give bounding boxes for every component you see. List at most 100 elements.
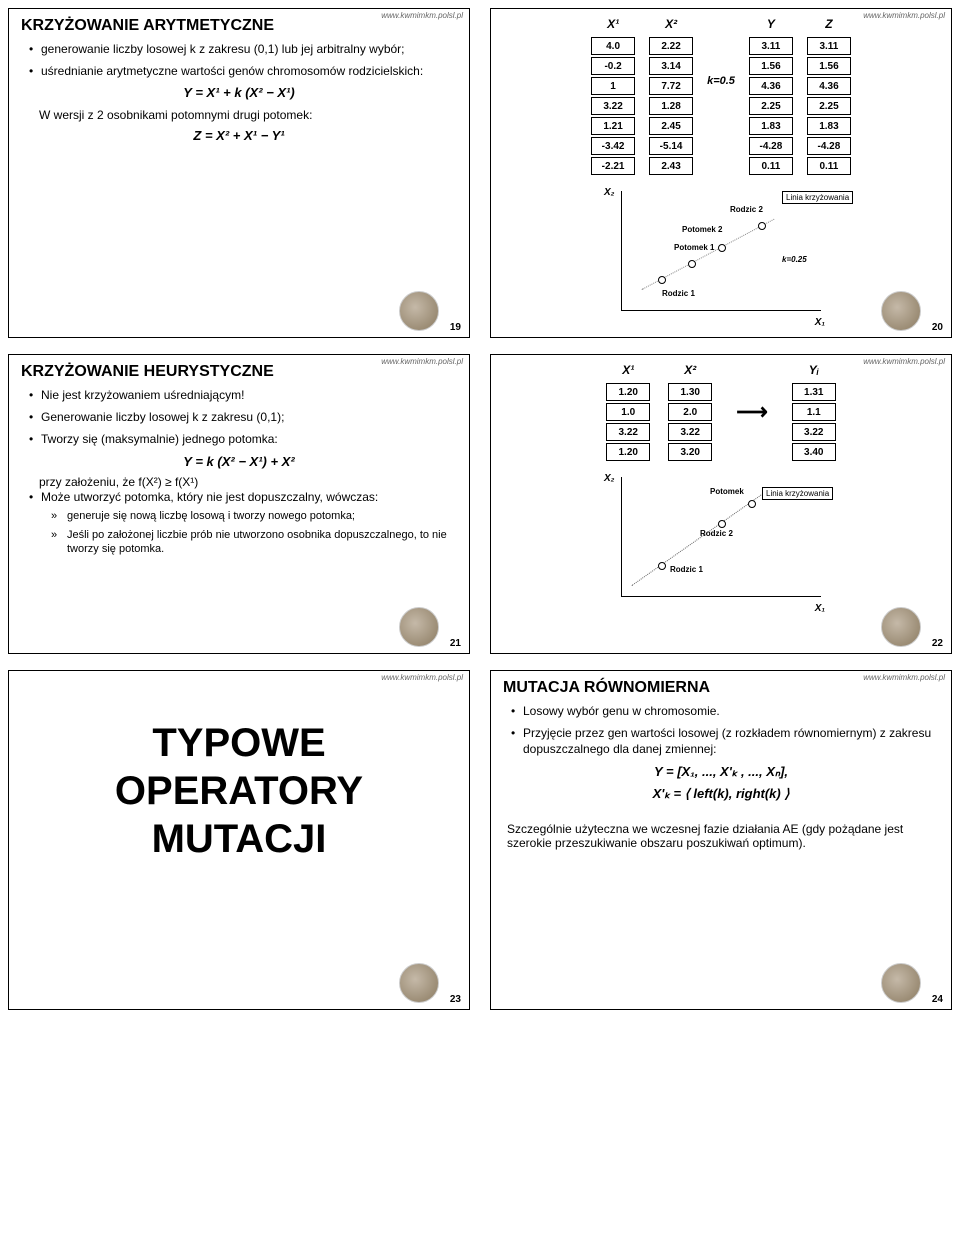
- page-number: 23: [450, 994, 461, 1005]
- bullet-list: generowanie liczby losowej k z zakresu (…: [21, 41, 457, 79]
- table-cell: 1.20: [606, 443, 650, 461]
- point-rodzic1: [658, 562, 666, 570]
- logo-icon: [881, 963, 921, 1003]
- body-text: przy założeniu, że f(X²) ≥ f(X¹): [21, 475, 457, 489]
- table-cell: 4.36: [807, 77, 851, 95]
- bullet-item: Przyjęcie przez gen wartości losowej (z …: [511, 725, 939, 757]
- point-label: Potomek 2: [682, 225, 722, 234]
- watermark: www.kwmimkm.polsl.pl: [863, 357, 945, 366]
- table-cell: 1.21: [591, 117, 635, 135]
- table-cell: 1.1: [792, 403, 836, 421]
- table-cell: -4.28: [807, 137, 851, 155]
- point-label: Potomek 1: [674, 243, 714, 252]
- callout-linia: Linia krzyżowania: [762, 487, 833, 500]
- callout-linia: Linia krzyżowania: [782, 191, 853, 204]
- page-number: 24: [932, 994, 943, 1005]
- table-cell: 2.22: [649, 37, 693, 55]
- arrow-icon: ⟶: [730, 399, 774, 425]
- bullet-item: Losowy wybór genu w chromosomie.: [511, 703, 939, 719]
- formula: Y = k (X² − X¹) + X²: [21, 454, 457, 469]
- point-label: Potomek: [710, 487, 744, 496]
- bullet-text: Może utworzyć potomka, który nie jest do…: [41, 490, 378, 504]
- table-cell: 2.25: [807, 97, 851, 115]
- formula: Z = X² + X¹ − Y¹: [21, 128, 457, 143]
- title-line: TYPOWE: [21, 719, 457, 767]
- page-number: 19: [450, 322, 461, 333]
- axis-label-x: X₁: [815, 603, 825, 614]
- table-cell: 1.83: [749, 117, 793, 135]
- slide-23: www.kwmimkm.polsl.pl TYPOWE OPERATORY MU…: [8, 670, 470, 1010]
- column-header: Z: [825, 17, 832, 31]
- watermark: www.kwmimkm.polsl.pl: [381, 357, 463, 366]
- bullet-item: Tworzy się (maksymalnie) jednego potomka…: [29, 431, 457, 447]
- table-cell: 2.43: [649, 157, 693, 175]
- table-cell: 4.36: [749, 77, 793, 95]
- table-cell: 2.45: [649, 117, 693, 135]
- page-number: 21: [450, 638, 461, 649]
- slide-19: www.kwmimkm.polsl.pl KRZYŻOWANIE ARYTMET…: [8, 8, 470, 338]
- point-label: Rodzic 1: [662, 289, 695, 298]
- table-cell: -4.28: [749, 137, 793, 155]
- logo-icon: [881, 607, 921, 647]
- formula: X'ₖ = ⟨ left(k), right(k) ⟩: [503, 786, 939, 802]
- table-cell: 1.31: [792, 383, 836, 401]
- table-cell: 3.22: [668, 423, 712, 441]
- bullet-item: generowanie liczby losowej k z zakresu (…: [29, 41, 457, 57]
- logo-icon: [399, 291, 439, 331]
- point-rodzic2: [718, 520, 726, 528]
- logo-icon: [881, 291, 921, 331]
- sub-item: Jeśli po założonej liczbie prób nie utwo…: [51, 528, 457, 558]
- point-label: Rodzic 2: [730, 205, 763, 214]
- watermark: www.kwmimkm.polsl.pl: [863, 673, 945, 682]
- bullet-list: Losowy wybór genu w chromosomie. Przyjęc…: [503, 703, 939, 758]
- title-line: MUTACJI: [21, 815, 457, 863]
- column-header: X²: [684, 363, 696, 377]
- column-header: X¹: [607, 17, 619, 31]
- table-cell: 1.83: [807, 117, 851, 135]
- table-cell: 0.11: [749, 157, 793, 175]
- axis-label-x: X₁: [815, 317, 825, 328]
- table-cell: -0.2: [591, 57, 635, 75]
- table-cell: 3.22: [792, 423, 836, 441]
- column-header: X¹: [622, 363, 634, 377]
- slide-20: www.kwmimkm.polsl.pl X¹ 4.0 -0.2 1 3.22 …: [490, 8, 952, 338]
- table-cell: 1.0: [606, 403, 650, 421]
- slide-24: www.kwmimkm.polsl.pl MUTACJA RÓWNOMIERNA…: [490, 670, 952, 1010]
- point-label: Rodzic 1: [670, 565, 703, 574]
- logo-icon: [399, 963, 439, 1003]
- bullet-item: Generowanie liczby losowej k z zakresu (…: [29, 409, 457, 425]
- table-column-x2: X² 2.22 3.14 7.72 1.28 2.45 -5.14 2.43: [649, 17, 693, 175]
- table-cell: 7.72: [649, 77, 693, 95]
- axis-label-y: X₂: [604, 187, 614, 198]
- table-column-z: Z 3.11 1.56 4.36 2.25 1.83 -4.28 0.11: [807, 17, 851, 175]
- bullet-list: Nie jest krzyżowaniem uśredniającym! Gen…: [21, 387, 457, 448]
- table-cell: -3.42: [591, 137, 635, 155]
- slide-21: www.kwmimkm.polsl.pl KRZYŻOWANIE HEURYST…: [8, 354, 470, 654]
- table-cell: -5.14: [649, 137, 693, 155]
- bullet-item: Nie jest krzyżowaniem uśredniającym!: [29, 387, 457, 403]
- table-cell: 1.28: [649, 97, 693, 115]
- k-annotation: k=0.25: [782, 255, 807, 264]
- body-text: Szczególnie użyteczna we wczesnej fazie …: [503, 822, 939, 850]
- page-number: 20: [932, 322, 943, 333]
- formula: Y = X¹ + k (X² − X¹): [21, 85, 457, 100]
- table-cell: 1.56: [807, 57, 851, 75]
- section-title: TYPOWE OPERATORY MUTACJI: [21, 679, 457, 863]
- data-table: X¹ 1.20 1.0 3.22 1.20 X² 1.30 2.0 3.22 3…: [503, 363, 939, 461]
- data-table: X¹ 4.0 -0.2 1 3.22 1.21 -3.42 -2.21 X² 2…: [503, 17, 939, 175]
- sub-list: generuje się nową liczbę losową i tworzy…: [41, 509, 457, 558]
- point-potomek1: [688, 260, 696, 268]
- table-cell: 0.11: [807, 157, 851, 175]
- table-cell: 3.14: [649, 57, 693, 75]
- bullet-item: uśrednianie arytmetyczne wartości genów …: [29, 63, 457, 79]
- column-header: X²: [665, 17, 677, 31]
- table-cell: 3.11: [749, 37, 793, 55]
- point-potomek: [748, 500, 756, 508]
- column-header: Y: [767, 17, 775, 31]
- table-cell: 3.20: [668, 443, 712, 461]
- formula: Y = [X₁, ..., X'ₖ , ..., Xₙ],: [503, 764, 939, 780]
- k-label: k=0.5: [707, 17, 735, 87]
- logo-icon: [399, 607, 439, 647]
- table-cell: 1.30: [668, 383, 712, 401]
- watermark: www.kwmimkm.polsl.pl: [863, 11, 945, 20]
